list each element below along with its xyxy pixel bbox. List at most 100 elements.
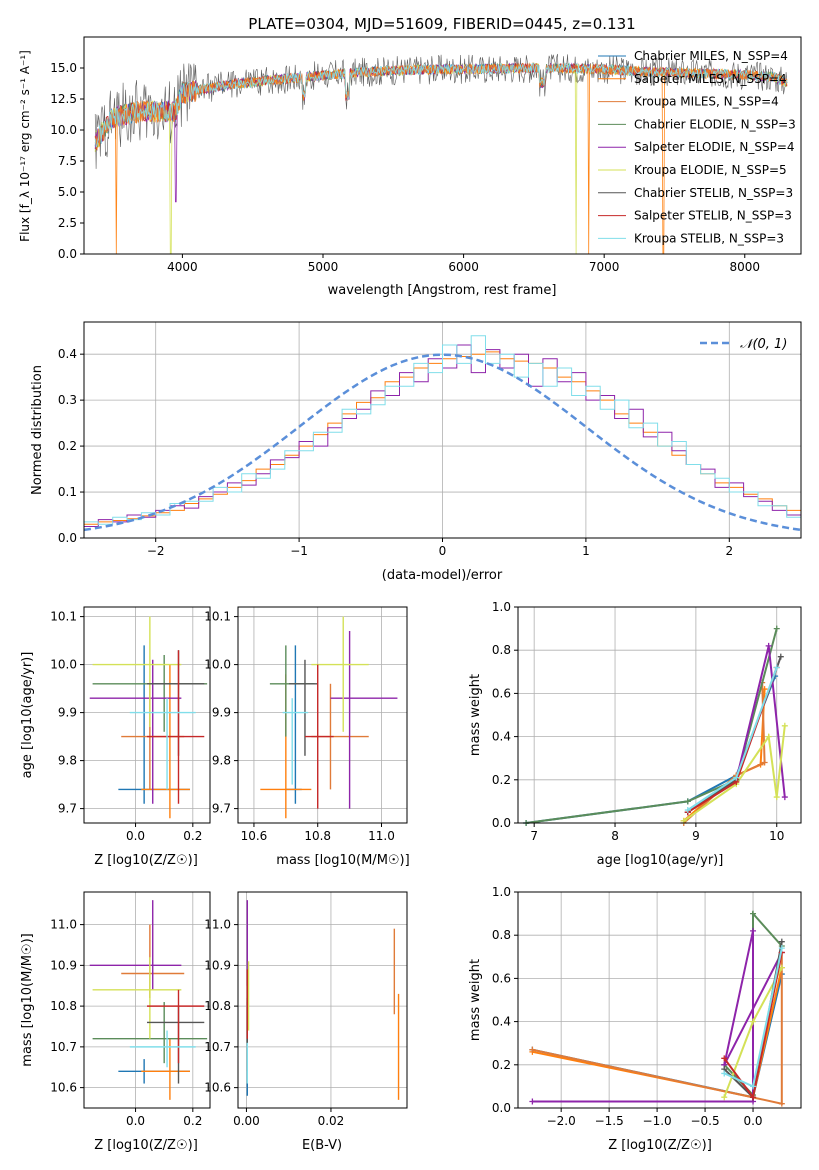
y-tick-label: 9.8: [58, 754, 77, 768]
x-tick-label: 8: [611, 829, 619, 843]
y-tick-label: 0.6: [492, 971, 511, 985]
y-tick-label: 5.0: [58, 185, 77, 199]
x-tick-label: 6000: [448, 260, 479, 274]
weight-point-marker: [765, 642, 772, 649]
y-tick-label: 10.8: [50, 999, 77, 1013]
weight-point-marker: [721, 1070, 728, 1077]
x-tick-label: 10.8: [304, 829, 331, 843]
legend-label: Chabrier MILES, N_SSP=4: [634, 49, 788, 63]
histogram-xlabel: (data-model)/error: [382, 568, 503, 583]
weight-series-line: [525, 675, 777, 824]
histogram-ylabel: Normed distribution: [30, 365, 45, 495]
y-tick-label: 10.0: [50, 658, 77, 672]
y-tick-label: 0.0: [492, 816, 511, 830]
axes-frame: [237, 606, 408, 824]
spectrum-axes: 4000 5000 6000 7000 8000 0.0 2.5 5.0 7.5 10.0 12.5…: [50, 36, 802, 274]
y-tick-label: 10.6: [50, 1081, 77, 1095]
figure-title: PLATE=0304, MJD=51609, FIBERID=0445, z=0…: [248, 15, 635, 33]
legend-label: Chabrier STELIB, N_SSP=3: [634, 186, 793, 200]
axes-frame: [83, 606, 211, 824]
age-vs-z-grid: [84, 607, 210, 823]
normal-legend-label: 𝒩(0, 1): [740, 337, 787, 352]
weight-point-marker: [684, 807, 691, 814]
weight-vs-age-ylabel: mass weight: [468, 674, 483, 756]
weight-vs-age-axes: 7 8 9 10 0.0 0.2 0.4 0.6 0.8 1.0: [492, 600, 802, 843]
weight-point-marker: [529, 1046, 536, 1053]
weight-point-marker: [781, 722, 788, 729]
x-tick-label: −1.5: [595, 1114, 624, 1128]
weight-vs-z-panel: −2.0 −1.5 −1.0 −0.5 0.0 0.0 0.2 0.4 0.6 0.8 1.0 Z …: [468, 885, 802, 1153]
age-vs-z-ylabel: age [log10(age/yr)]: [20, 652, 35, 779]
axes-frame: [83, 891, 211, 1109]
weight-vs-age-xlabel: age [log10(age/yr)]: [597, 853, 724, 868]
x-tick-label: 2: [725, 544, 733, 558]
age-vs-mass-grid: [238, 607, 407, 823]
y-tick-label: 9.9: [212, 706, 231, 720]
weight-vs-z-lines: [529, 910, 785, 1107]
y-tick-label: 10.0: [204, 658, 231, 672]
weight-vs-z-axes: −2.0 −1.5 −1.0 −0.5 0.0 0.0 0.2 0.4 0.6 0.8 1.0: [492, 885, 802, 1128]
weight-series-line: [525, 628, 778, 824]
y-tick-label: 0.0: [58, 247, 77, 261]
weight-vs-z-xlabel: Z [log10(Z/Z☉)]: [608, 1138, 712, 1153]
age-vs-mass-xlabel: mass [log10(M/M☉)]: [276, 853, 409, 868]
histogram-axes: −2 −1 0 1 2 0.0 0.1 0.2 0.3 0.4: [58, 321, 802, 558]
x-tick-label: 0: [439, 544, 447, 558]
y-tick-label: 0.3: [58, 393, 77, 407]
histogram-plot-area: [83, 335, 802, 532]
y-tick-label: 11.0: [50, 918, 77, 932]
age-vs-mass-panel: 10.6 10.8 11.0 9.7 9.8 9.9 10.0 10.1 mass [log1…: [204, 606, 410, 868]
x-tick-label: 5000: [308, 260, 339, 274]
y-tick-label: 12.5: [50, 92, 77, 106]
y-tick-label: 10.7: [50, 1040, 77, 1054]
spectrum-xlabel: wavelength [Angstrom, rest frame]: [328, 283, 557, 298]
mass-vs-ebv-xlabel: E(B-V): [302, 1138, 342, 1153]
x-tick-label: 0.0: [126, 829, 145, 843]
spectrum-series-line: [94, 62, 788, 148]
weight-point-marker: [733, 774, 740, 781]
spectrum-plot-area: [94, 53, 788, 255]
x-tick-label: −0.5: [690, 1114, 719, 1128]
y-tick-label: 0.8: [492, 643, 511, 657]
x-tick-label: 0.0: [743, 1114, 762, 1128]
weight-point-marker: [721, 1094, 728, 1101]
y-tick-label: 10.7: [204, 1040, 231, 1054]
mass-vs-z-axes: 0.0 0.2 10.6 10.7 10.8 10.9 11.0: [50, 891, 211, 1128]
y-tick-label: 0.8: [492, 928, 511, 942]
mass-vs-ebv-grid: [238, 892, 407, 1108]
y-tick-label: 9.9: [58, 706, 77, 720]
weight-point-marker: [777, 653, 784, 660]
weight-point-marker: [781, 794, 788, 801]
x-tick-label: 11.0: [368, 829, 395, 843]
x-tick-label: 0.2: [183, 829, 202, 843]
x-tick-label: 0.2: [183, 1114, 202, 1128]
x-tick-label: −1.0: [643, 1114, 672, 1128]
weight-point-marker: [750, 1094, 757, 1101]
histogram-legend: 𝒩(0, 1): [700, 337, 787, 352]
weight-point-marker: [721, 1055, 728, 1062]
weight-point-marker: [750, 1083, 757, 1090]
spectrum-panel: 4000 5000 6000 7000 8000 0.0 2.5 5.0 7.5 10.0 12.5…: [18, 36, 802, 298]
legend-label: Salpeter MILES, N_SSP=4: [634, 72, 787, 86]
weight-series-line: [687, 645, 786, 814]
weight-point-marker: [684, 798, 691, 805]
weight-point-marker: [773, 625, 780, 632]
weight-point-marker: [778, 1100, 785, 1107]
weight-point-marker: [778, 945, 785, 952]
mass-vs-ebv-panel: 0.00 0.02 10.6 10.7 10.8 10.9 11.0 E(B-V): [204, 891, 408, 1153]
y-tick-label: 0.2: [492, 773, 511, 787]
weight-vs-z-ylabel: mass weight: [468, 959, 483, 1041]
weight-vs-age-lines: [523, 625, 788, 826]
y-tick-label: 10.9: [204, 958, 231, 972]
y-tick-label: 7.5: [58, 154, 77, 168]
x-tick-label: 10.6: [241, 829, 268, 843]
weight-point-marker: [529, 1098, 536, 1105]
y-tick-label: 0.4: [58, 347, 77, 361]
axes-frame: [517, 606, 802, 824]
x-tick-label: −2: [147, 544, 165, 558]
y-tick-label: 0.6: [492, 686, 511, 700]
weight-point-marker: [761, 759, 768, 766]
legend-label: Salpeter ELODIE, N_SSP=4: [634, 140, 795, 154]
mass-vs-z-grid: [84, 892, 210, 1108]
mass-vs-z-xlabel: Z [log10(Z/Z☉)]: [94, 1138, 198, 1153]
